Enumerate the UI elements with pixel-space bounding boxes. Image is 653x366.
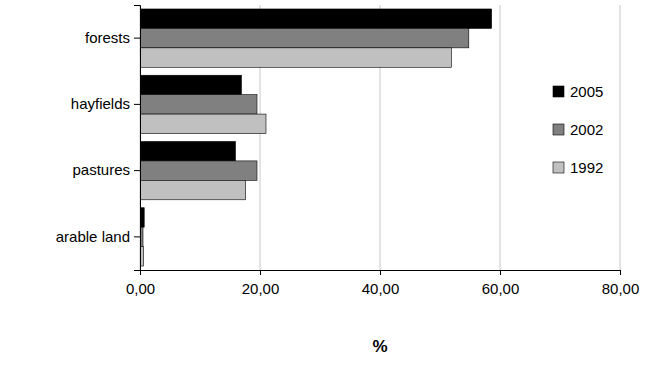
tick-label: arable land bbox=[56, 228, 130, 245]
tick: 60,00 bbox=[482, 270, 520, 297]
tick-mark bbox=[134, 38, 140, 39]
grid-line bbox=[620, 5, 621, 270]
tick-label: 60,00 bbox=[482, 280, 520, 297]
y-axis: forests hayfields pastures arable land bbox=[56, 6, 141, 271]
axis-line bbox=[134, 6, 141, 271]
tick-mark bbox=[134, 104, 140, 105]
tick-mark bbox=[134, 170, 140, 171]
bar bbox=[140, 75, 241, 94]
tick-mark bbox=[260, 270, 261, 275]
tick: 20,00 bbox=[242, 270, 280, 297]
legend-label: 1992 bbox=[570, 159, 603, 176]
tick-label: 80,00 bbox=[602, 280, 640, 297]
bars bbox=[140, 9, 492, 266]
bar bbox=[140, 28, 469, 47]
legend-label: 2002 bbox=[570, 121, 603, 138]
tick-mark bbox=[620, 270, 621, 275]
tick: pastures bbox=[72, 161, 140, 178]
tick-mark bbox=[380, 270, 381, 275]
bar bbox=[140, 141, 235, 160]
bar bbox=[140, 9, 492, 28]
axis-line bbox=[141, 271, 621, 276]
tick-label: 40,00 bbox=[362, 280, 400, 297]
grid-line bbox=[500, 5, 501, 270]
tick-label: forests bbox=[85, 29, 130, 46]
tick: 0,00 bbox=[126, 270, 155, 297]
bar bbox=[140, 95, 257, 114]
tick-label: hayfields bbox=[71, 95, 130, 112]
tick: arable land bbox=[56, 228, 140, 245]
tick: forests bbox=[85, 29, 140, 46]
bar bbox=[140, 114, 266, 133]
tick: 40,00 bbox=[362, 270, 400, 297]
axis-title: % bbox=[372, 337, 387, 356]
legend-swatch bbox=[553, 162, 564, 173]
legend-swatch bbox=[553, 124, 564, 135]
legend-swatch bbox=[553, 86, 564, 97]
tick: hayfields bbox=[71, 95, 140, 112]
chart: 0,00 20,00 40,00 60,00 80,00 forests hayfields… bbox=[0, 0, 653, 366]
tick-label: 20,00 bbox=[242, 280, 280, 297]
tick-mark bbox=[500, 270, 501, 275]
tick: 80,00 bbox=[602, 270, 640, 297]
legend-label: 2005 bbox=[570, 83, 603, 100]
tick-mark bbox=[134, 236, 140, 237]
grid bbox=[140, 5, 620, 270]
tick-label: pastures bbox=[72, 161, 130, 178]
legend: 2005 2002 1992 bbox=[553, 83, 603, 176]
bar bbox=[140, 48, 451, 67]
bar bbox=[140, 161, 257, 180]
bar bbox=[140, 180, 246, 199]
x-axis: 0,00 20,00 40,00 60,00 80,00 bbox=[126, 270, 639, 297]
tick-label: 0,00 bbox=[126, 280, 155, 297]
